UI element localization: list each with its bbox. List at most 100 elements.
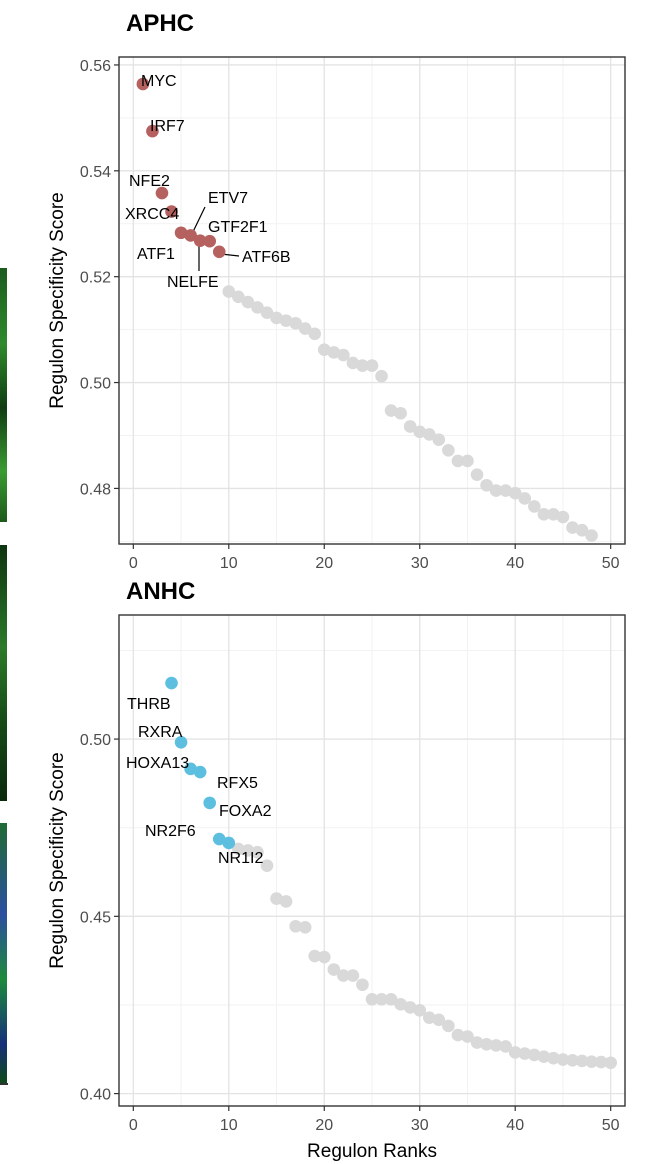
data-point xyxy=(403,1001,417,1014)
point-label: MYC xyxy=(141,73,177,90)
data-point-highlighted xyxy=(212,245,226,259)
x-tick-label: 30 xyxy=(411,1117,429,1134)
data-point-highlighted xyxy=(174,226,188,240)
data-point xyxy=(241,295,255,309)
data-point xyxy=(518,492,532,505)
data-point xyxy=(442,444,455,457)
y-tick-label: 0.50 xyxy=(80,376,111,393)
data-point xyxy=(327,963,341,976)
data-point xyxy=(480,1038,493,1051)
data-point-highlighted xyxy=(222,836,236,850)
data-point xyxy=(365,992,379,1006)
x-tick-label: 0 xyxy=(129,1117,138,1134)
y-tick-label: 0.52 xyxy=(80,270,111,287)
y-tick-label: 0.56 xyxy=(80,58,111,75)
data-point xyxy=(279,895,293,908)
x-tick-label: 0 xyxy=(129,555,138,572)
data-point xyxy=(317,950,331,964)
data-point xyxy=(499,1040,512,1053)
data-point xyxy=(528,500,541,513)
data-point-highlighted xyxy=(136,77,150,91)
point-label: ATF6B xyxy=(242,249,291,266)
point-label: NR2F6 xyxy=(145,823,196,840)
x-tick-label: 40 xyxy=(506,1117,524,1134)
data-point xyxy=(499,484,512,497)
data-point xyxy=(384,404,398,417)
data-point xyxy=(279,314,293,327)
data-point xyxy=(260,859,274,872)
data-point-highlighted xyxy=(193,234,207,247)
divider xyxy=(0,1083,8,1085)
data-point-highlighted xyxy=(155,186,169,200)
point-label: ETV7 xyxy=(208,190,248,207)
data-point-highlighted xyxy=(174,735,188,749)
data-point xyxy=(422,428,436,441)
data-point xyxy=(232,842,245,856)
point-label: IRF7 xyxy=(150,118,185,135)
point-label: THRB xyxy=(127,696,171,713)
data-point xyxy=(566,521,579,534)
y-tick-label: 0.45 xyxy=(80,909,111,926)
data-point xyxy=(251,301,264,314)
y-tick-label: 0.40 xyxy=(80,1087,111,1104)
data-point-highlighted xyxy=(165,205,178,218)
point-label: NFE2 xyxy=(129,173,170,190)
data-point xyxy=(289,919,302,933)
point-label: FOXA2 xyxy=(219,803,272,820)
data-point xyxy=(413,425,427,439)
data-point xyxy=(442,1019,455,1033)
data-point xyxy=(394,997,407,1011)
data-point xyxy=(375,992,388,1006)
point-label: RFX5 xyxy=(217,775,258,792)
data-point xyxy=(337,969,350,982)
data-point xyxy=(232,290,245,304)
x-tick-label: 50 xyxy=(602,1117,620,1134)
chart-aphc: APHC 0 10 20 30 40 50 0.48 0.50 0.52 0.54 0.56 Regul… xyxy=(47,10,626,572)
point-label: XRCC4 xyxy=(125,206,179,223)
data-point xyxy=(575,523,589,537)
data-point xyxy=(308,327,322,341)
plot-border xyxy=(118,614,626,1107)
data-point xyxy=(508,486,522,500)
point-label: NR1I2 xyxy=(218,850,263,867)
y-tick-label: 0.48 xyxy=(80,481,111,498)
data-point xyxy=(518,1047,532,1060)
data-point xyxy=(403,420,417,433)
point-label: RXRA xyxy=(138,724,183,741)
data-point xyxy=(222,285,236,298)
data-point xyxy=(384,992,398,1006)
data-point xyxy=(470,468,484,481)
y-axis-label: Regulon Specificity Score xyxy=(47,192,68,409)
x-tick-label: 20 xyxy=(315,555,333,572)
x-tick-label: 40 xyxy=(506,555,524,572)
point-label: HOXA13 xyxy=(126,755,189,772)
data-point-highlighted xyxy=(184,229,197,242)
chart-title: ANHC xyxy=(126,578,195,605)
data-point xyxy=(298,921,312,934)
data-point xyxy=(346,969,360,982)
data-point xyxy=(470,1036,484,1049)
data-point xyxy=(270,892,283,905)
data-point xyxy=(375,369,388,383)
point-label: ATF1 xyxy=(137,246,175,263)
data-point xyxy=(585,1055,598,1068)
data-point-highlighted xyxy=(193,765,207,779)
data-point xyxy=(451,1028,465,1042)
data-point xyxy=(251,845,264,859)
point-label: GTF2F1 xyxy=(208,219,268,236)
data-point xyxy=(327,346,341,359)
data-point xyxy=(365,359,379,372)
data-point xyxy=(489,484,503,497)
data-point-highlighted xyxy=(146,124,159,138)
data-point-highlighted xyxy=(203,234,216,248)
data-point xyxy=(298,322,312,335)
data-point xyxy=(594,1055,608,1069)
data-point xyxy=(432,433,446,447)
x-tick-label: 50 xyxy=(602,555,620,572)
chart-title: APHC xyxy=(126,10,194,37)
data-point xyxy=(451,454,465,468)
data-point xyxy=(547,1051,560,1065)
y-axis-label: Regulon Specificity Score xyxy=(47,752,68,969)
data-point-highlighted xyxy=(184,762,197,776)
